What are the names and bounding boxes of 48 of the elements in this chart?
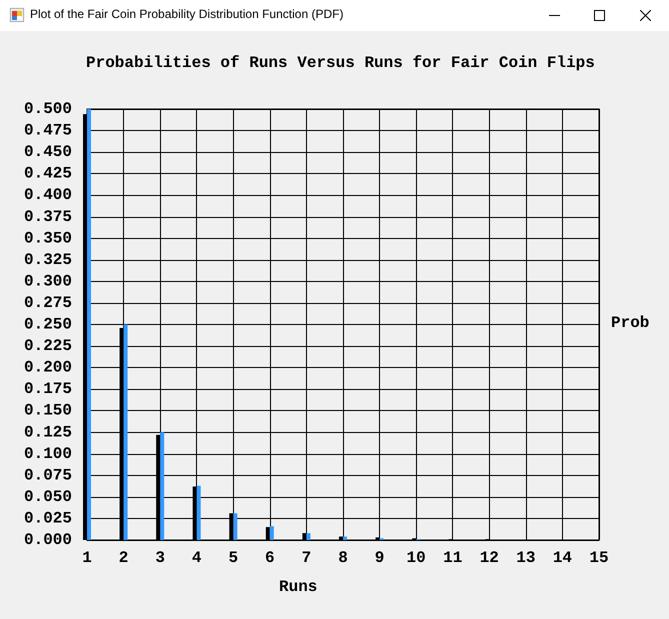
y-tick-label: 0.150 (24, 402, 72, 420)
y-tick-label: 0.125 (24, 423, 72, 442)
text: Plot of the Fair Coin Probability Distribution Function (PDF) (30, 7, 344, 21)
y-tick-label: 0.225 (24, 337, 72, 356)
y-tick-label: 0.100 (24, 444, 72, 463)
bar (233, 513, 238, 540)
x-axis-title: Runs (279, 578, 318, 596)
x-tick-label: 6 (265, 549, 275, 567)
y-tick-label: 0.000 (24, 531, 72, 549)
y-tick-label: 0.375 (24, 208, 72, 226)
x-tick-label: 8 (338, 549, 348, 567)
chart-title: Probabilities of Runs Versus Runs for Fair Coin Flips (86, 54, 595, 72)
bar (196, 486, 201, 540)
bar (87, 109, 91, 540)
y-tick-label: 0.300 (24, 272, 72, 290)
y-tick-label: 0.275 (24, 294, 72, 312)
y-tick-label: 0.050 (24, 488, 72, 506)
bar (306, 533, 310, 540)
bar (270, 526, 274, 540)
x-tick-label: 9 (374, 549, 384, 567)
x-tick-label: 11 (443, 549, 462, 567)
x-tick-label: 4 (192, 549, 202, 567)
x-tick-label: 5 (228, 549, 238, 567)
y-tick-label: 0.325 (24, 250, 72, 269)
y-tick-label: 0.500 (24, 100, 72, 118)
y-tick-label: 0.200 (24, 358, 72, 377)
y-tick-label: 0.450 (24, 143, 72, 162)
y-tick-label: 0.400 (24, 186, 72, 204)
y-tick-label: 0.250 (24, 316, 72, 334)
y-axis-title: Prob (611, 314, 650, 332)
y-tick-label: 0.475 (24, 122, 72, 140)
y-tick-label: 0.075 (24, 466, 72, 484)
bar (124, 324, 128, 540)
y-tick-label: 0.425 (24, 164, 72, 183)
x-tick-label: 1 (82, 549, 92, 567)
y-tick-label: 0.175 (24, 380, 72, 398)
x-tick-label: 12 (480, 549, 499, 567)
x-tick-label: 10 (406, 549, 426, 567)
x-tick-label: 13 (516, 549, 536, 567)
bar (160, 432, 164, 540)
x-tick-label: 3 (155, 549, 165, 567)
x-tick-label: 7 (302, 549, 312, 567)
y-tick-label: 0.350 (24, 229, 72, 248)
x-tick-label: 14 (552, 549, 572, 567)
x-tick-label: 15 (589, 549, 609, 567)
bar (343, 536, 347, 540)
y-tick-label: 0.025 (24, 509, 72, 528)
x-tick-label: 2 (118, 549, 128, 567)
